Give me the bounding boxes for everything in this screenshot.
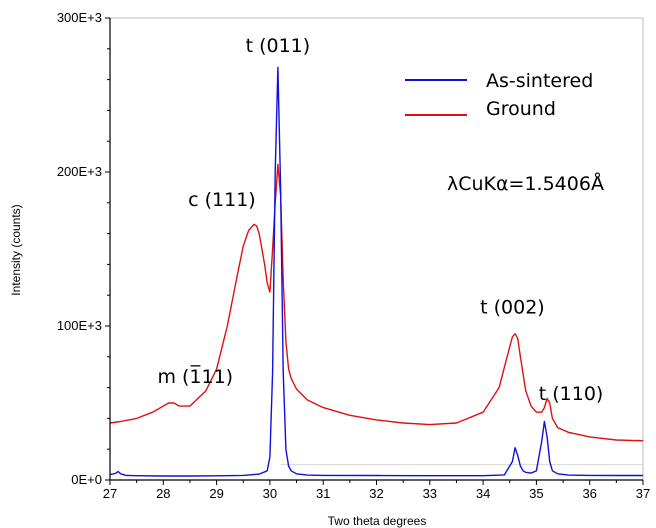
- x-axis-title: Two theta degrees: [328, 514, 427, 528]
- x-axis: 27 28 29 30 31 32 33 34 35 36 37: [103, 479, 650, 501]
- x-tick-label: 31: [316, 486, 330, 501]
- y-axis-title: Intensity (counts): [9, 204, 23, 295]
- y-tick-label: 200E+3: [57, 164, 102, 179]
- peak-label: c (111): [188, 189, 256, 211]
- series-line-ground: [109, 163, 644, 442]
- x-tick-label: 28: [156, 486, 170, 501]
- x-tick-label: 35: [529, 486, 543, 501]
- peak-annotations: m (1̅11) c (111) t (011) t (002) t (110): [157, 35, 603, 405]
- series-layer: [109, 66, 644, 477]
- x-tick-label: 36: [582, 486, 596, 501]
- x-tick-label: 34: [476, 486, 490, 501]
- x-tick-label: 27: [103, 486, 117, 501]
- legend-label-as-sintered: As-sintered: [486, 70, 593, 92]
- peak-label: t (110): [539, 383, 604, 405]
- y-tick-label: 300E+3: [57, 10, 102, 25]
- wavelength-note: λCuKα=1.5406Å: [447, 172, 604, 195]
- x-tick-label: 32: [369, 486, 383, 501]
- legend-label-ground: Ground: [486, 98, 556, 120]
- peak-label: t (011): [246, 35, 311, 57]
- y-axis: 0E+0 100E+3 200E+3 300E+3: [57, 10, 111, 487]
- peak-label: m (1̅11): [157, 364, 233, 388]
- peak-label: t (002): [480, 297, 545, 319]
- x-tick-label: 33: [423, 486, 437, 501]
- x-tick-label: 30: [263, 486, 277, 501]
- y-tick-label: 0E+0: [71, 472, 102, 487]
- y-tick-label: 100E+3: [57, 318, 102, 333]
- x-tick-label: 37: [636, 486, 650, 501]
- series-line-as-sintered: [109, 66, 643, 477]
- x-tick-label: 29: [209, 486, 223, 501]
- legend: As-sintered Ground: [405, 70, 593, 120]
